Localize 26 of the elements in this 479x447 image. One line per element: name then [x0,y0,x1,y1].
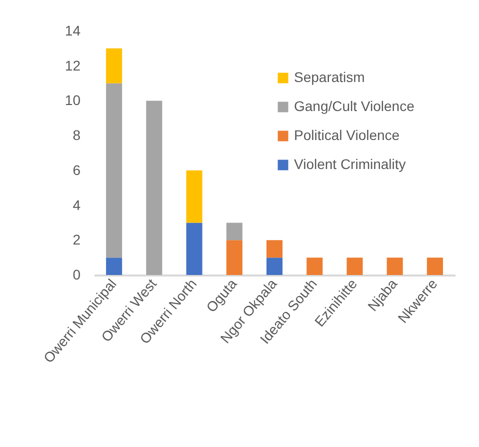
bar [266,258,283,275]
y-tick-label: 4 [72,196,81,213]
bar [106,83,122,258]
bar [146,100,162,275]
bar [306,258,323,275]
bar [266,240,283,258]
bar [346,258,363,275]
bar [386,258,403,275]
legend-label: Political Violence [294,127,400,143]
bar [186,222,202,275]
y-tick-label: 14 [64,22,81,38]
bar [426,258,443,275]
y-tick-label: 6 [72,162,81,178]
y-tick-label: 0 [72,266,81,282]
bar [226,240,242,275]
bar [106,258,122,275]
legend-label: Separatism [294,69,365,85]
legend-label: Violent Criminality [294,156,406,172]
y-tick-label: 12 [64,57,81,74]
bar [226,222,242,240]
y-tick-label: 8 [72,127,81,144]
legend-label: Gang/Cult Violence [294,98,415,114]
bar [186,170,202,223]
bar [106,48,122,84]
y-tick-label: 10 [64,92,81,108]
y-tick-label: 2 [72,232,81,248]
